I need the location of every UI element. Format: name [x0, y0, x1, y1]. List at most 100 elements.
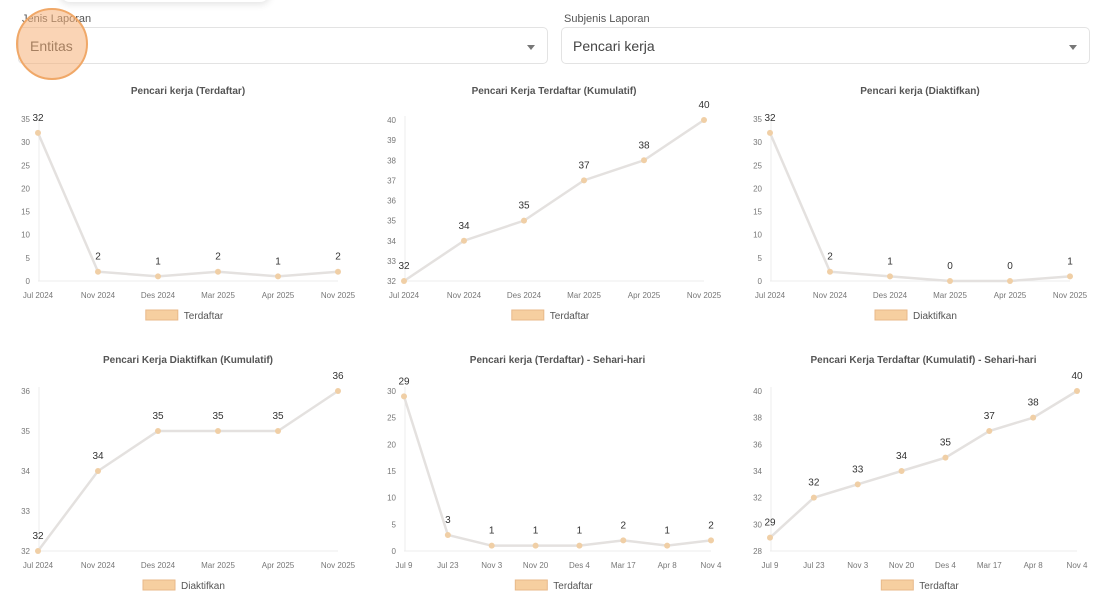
legend-swatch — [880, 579, 914, 591]
data-label: 2 — [827, 252, 833, 263]
data-label: 29 — [764, 518, 776, 529]
x-tick-label: Apr 2025 — [262, 561, 295, 570]
data-label: 29 — [398, 376, 410, 387]
data-point — [215, 268, 221, 275]
data-point — [1067, 273, 1073, 280]
chart-title: Pencari kerja (Terdaftar) - Sehari-hari — [470, 355, 646, 366]
x-tick-label: Mar 17 — [977, 561, 1002, 570]
x-tick-label: Des 2024 — [507, 291, 542, 300]
legend-swatch — [511, 309, 545, 321]
data-label: 32 — [808, 478, 820, 489]
data-point — [1007, 278, 1013, 284]
x-tick-label: Jul 23 — [803, 561, 825, 570]
data-label: 37 — [578, 160, 590, 171]
data-point — [401, 393, 407, 400]
data-point — [155, 273, 161, 280]
x-tick-label: Des 2024 — [141, 561, 176, 570]
y-tick-label: 5 — [758, 254, 763, 263]
x-tick-label: Des 4 — [935, 561, 956, 570]
y-tick-label: 5 — [26, 254, 31, 263]
data-point — [461, 237, 467, 244]
x-tick-label: Nov 20 — [523, 561, 549, 570]
data-label: 3 — [445, 515, 451, 526]
x-tick-label: Jul 2024 — [389, 291, 420, 300]
subjenis-laporan-label: Subjenis Laporan — [564, 13, 650, 25]
y-tick-label: 0 — [758, 277, 763, 286]
x-tick-label: Jul 9 — [396, 561, 413, 570]
y-tick-label: 0 — [392, 547, 397, 556]
series-line — [37, 389, 339, 552]
data-label: 2 — [335, 252, 341, 263]
subjenis-laporan-value: Pencari kerja — [573, 38, 655, 54]
y-tick-label: 20 — [21, 184, 30, 193]
data-point — [620, 537, 627, 544]
data-point — [488, 542, 495, 549]
legend-swatch — [145, 309, 179, 321]
series-line — [768, 132, 1071, 283]
x-tick-label: Nov 2024 — [447, 291, 482, 300]
data-point — [767, 129, 773, 136]
x-tick-label: Nov 4 — [1067, 561, 1088, 570]
y-tick-label: 15 — [21, 208, 30, 217]
data-point — [708, 537, 714, 544]
data-label: 40 — [1071, 371, 1083, 382]
data-label: 38 — [638, 140, 650, 151]
jenis-laporan-select[interactable]: Entitas — [18, 27, 548, 64]
x-tick-label: Nov 2024 — [813, 291, 848, 300]
chevron-down-icon — [527, 45, 535, 50]
legend-label: Terdaftar — [919, 581, 959, 592]
x-tick-label: Des 2024 — [141, 291, 176, 300]
x-tick-label: Nov 4 — [701, 561, 722, 570]
legend-swatch — [142, 579, 176, 591]
series-line — [402, 395, 712, 547]
data-point — [898, 468, 905, 474]
data-point — [641, 157, 647, 164]
y-tick-label: 30 — [753, 520, 762, 529]
x-tick-label: Apr 2025 — [628, 291, 661, 300]
x-tick-label: Nov 2025 — [321, 561, 356, 570]
data-label: 1 — [1067, 256, 1073, 267]
data-label: 1 — [275, 256, 281, 267]
y-tick-label: 40 — [753, 387, 762, 396]
data-label: 32 — [32, 113, 44, 124]
y-tick-label: 5 — [392, 520, 397, 529]
data-label: 0 — [1007, 261, 1013, 272]
y-tick-label: 32 — [387, 277, 396, 286]
x-tick-label: Nov 3 — [481, 561, 502, 570]
data-point — [95, 468, 101, 474]
x-tick-label: Apr 2025 — [994, 291, 1027, 300]
data-label: 1 — [887, 256, 893, 267]
x-tick-label: Nov 20 — [889, 561, 915, 570]
data-point — [581, 177, 587, 184]
data-label: 1 — [577, 526, 583, 537]
y-tick-label: 38 — [387, 156, 396, 165]
data-label: 40 — [698, 100, 710, 111]
y-tick-label: 0 — [26, 277, 31, 286]
x-tick-label: Jul 2024 — [23, 291, 54, 300]
legend-swatch — [514, 579, 548, 591]
data-label: 36 — [332, 371, 344, 382]
series-line — [769, 389, 1078, 539]
y-tick-label: 32 — [753, 494, 762, 503]
legend-label: Terdaftar — [184, 311, 224, 322]
chart-title: Pencari kerja (Diaktifkan) — [860, 86, 980, 97]
data-point — [155, 428, 161, 434]
y-tick-label: 39 — [387, 136, 396, 145]
y-tick-label: 30 — [387, 387, 396, 396]
data-label: 38 — [1028, 398, 1040, 409]
y-tick-label: 33 — [21, 507, 30, 516]
subjenis-laporan-select[interactable]: Pencari kerja — [561, 27, 1090, 64]
data-label: 35 — [152, 411, 164, 422]
legend-label: Diaktifkan — [181, 581, 225, 592]
x-tick-label: Jul 2024 — [23, 561, 54, 570]
chart-title: Pencari kerja (Terdaftar) — [131, 86, 245, 97]
y-tick-label: 15 — [753, 208, 762, 217]
y-tick-label: 33 — [387, 257, 396, 266]
y-tick-label: 34 — [387, 237, 396, 246]
x-tick-label: Des 2024 — [873, 291, 908, 300]
data-point — [275, 428, 281, 434]
y-tick-label: 32 — [21, 547, 30, 556]
data-point — [947, 278, 953, 284]
